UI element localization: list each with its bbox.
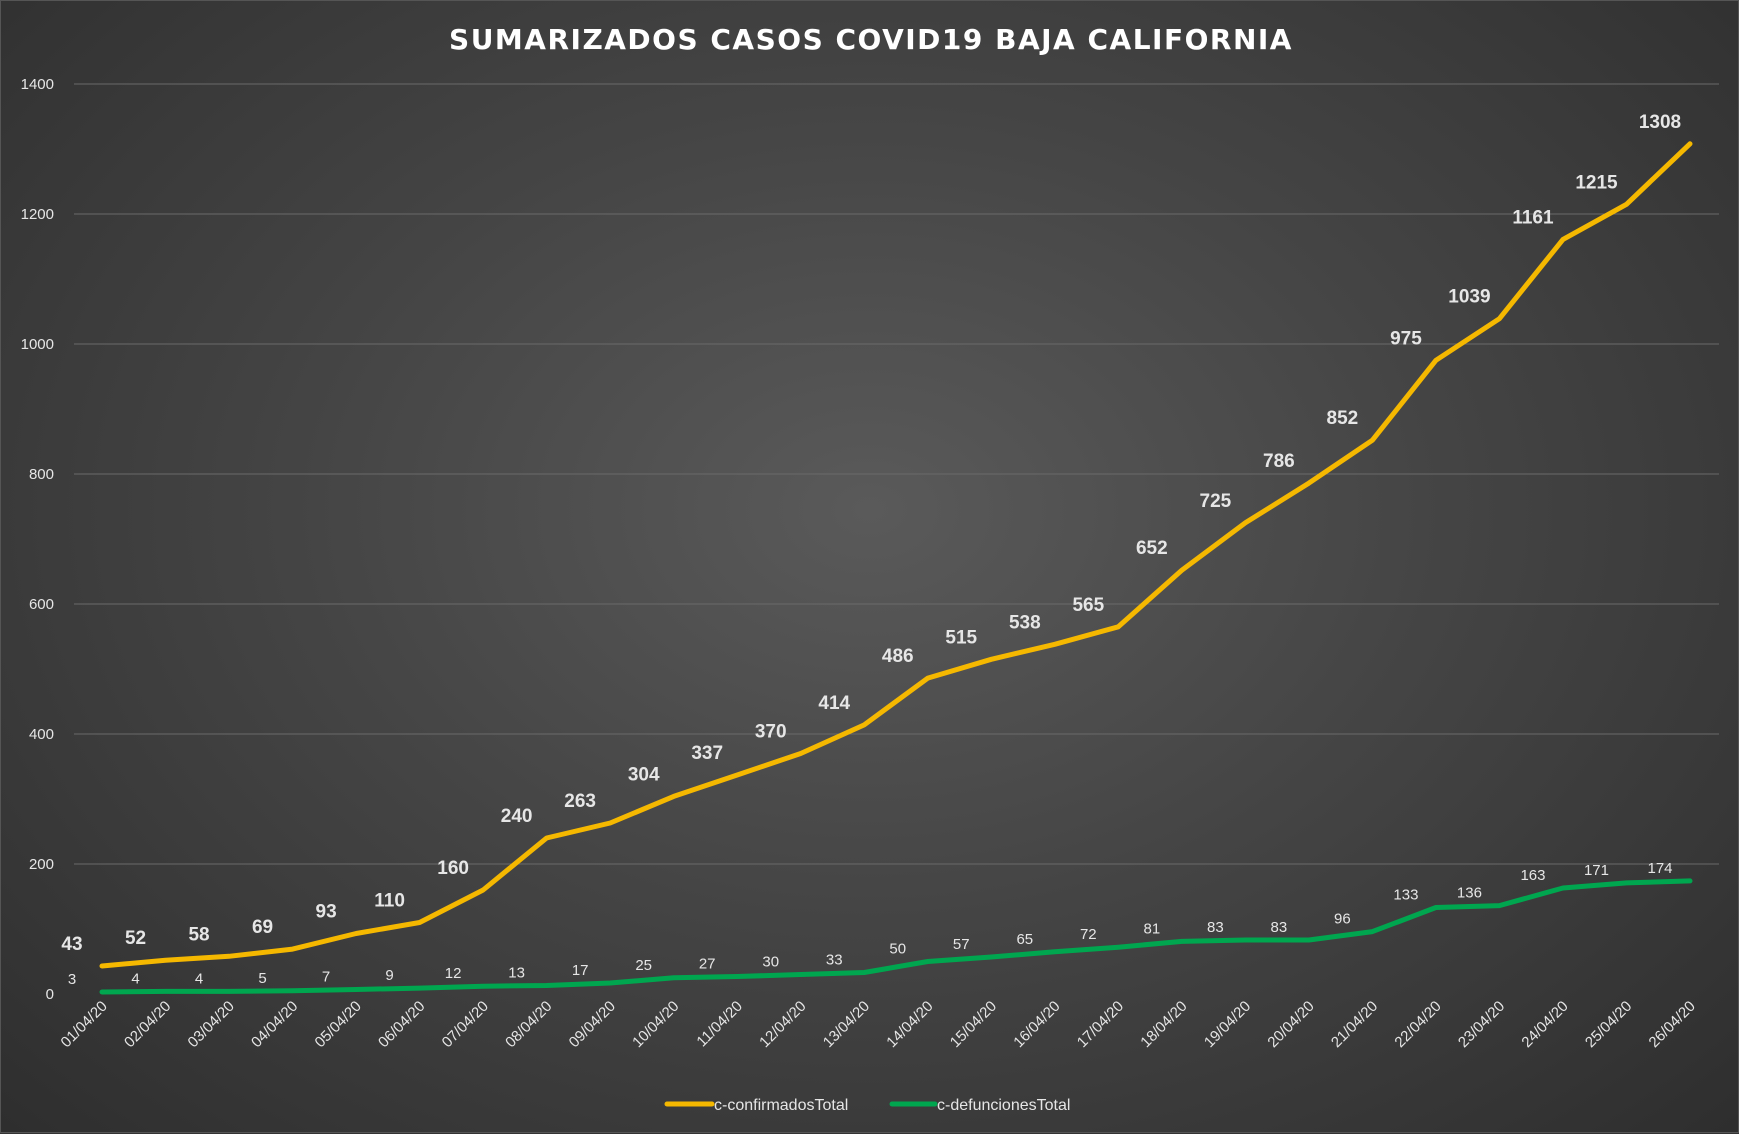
data-label-defunciones: 83 [1207, 919, 1224, 936]
x-tick-label: 08/04/20 [502, 998, 555, 1051]
data-label-confirmados: 240 [501, 806, 533, 827]
x-axis-ticks: 01/04/20 02/04/20 03/04/20 04/04/20 05/04/20… [58, 998, 1699, 1051]
y-tick-label: 1400 [21, 76, 54, 93]
y-tick-label: 1200 [21, 206, 54, 223]
series-line-confirmados [99, 141, 1693, 969]
series-layer [99, 141, 1693, 995]
x-tick-label: 14/04/20 [883, 998, 936, 1051]
x-tick-label: 09/04/20 [566, 998, 619, 1051]
x-tick-label: 02/04/20 [121, 998, 174, 1051]
y-tick-label: 200 [29, 856, 54, 873]
chart-title: SUMARIZADOS CASOS COVID19 BAJA CALIFORNI… [449, 23, 1293, 56]
data-label-defunciones: 27 [699, 955, 716, 972]
data-label-defunciones: 171 [1584, 862, 1609, 879]
y-tick-label: 0 [46, 986, 54, 1003]
data-label-defunciones: 12 [445, 965, 462, 982]
data-label-confirmados: 1215 [1575, 172, 1618, 193]
data-label-confirmados: 725 [1200, 491, 1232, 512]
data-label-confirmados: 110 [374, 891, 405, 912]
data-label-confirmados: 304 [628, 764, 660, 785]
x-tick-label: 23/04/20 [1455, 998, 1508, 1051]
x-tick-label: 13/04/20 [820, 998, 873, 1051]
data-label-defunciones: 3 [68, 971, 76, 988]
legend-label-confirmados: c-confirmadosTotal [714, 1097, 848, 1114]
y-tick-label: 800 [29, 466, 54, 483]
y-tick-label: 400 [29, 726, 54, 743]
data-label-defunciones: 30 [762, 954, 779, 971]
x-tick-label: 06/04/20 [375, 998, 428, 1051]
data-label-defunciones: 133 [1393, 887, 1418, 904]
data-label-confirmados: 414 [818, 693, 850, 714]
data-label-confirmados: 52 [125, 928, 146, 949]
data-label-defunciones: 81 [1143, 920, 1160, 937]
data-label-defunciones: 7 [322, 968, 330, 985]
x-tick-label: 19/04/20 [1201, 998, 1254, 1051]
data-label-defunciones: 57 [953, 936, 970, 953]
data-label-defunciones: 9 [385, 967, 393, 984]
y-tick-label: 600 [29, 596, 54, 613]
x-tick-label: 24/04/20 [1518, 998, 1571, 1051]
data-label-confirmados: 69 [252, 917, 273, 938]
data-label-defunciones: 83 [1271, 919, 1288, 936]
data-label-confirmados: 652 [1136, 538, 1168, 559]
data-labels: 43 52 58 6993110160240263304337370414486515… [61, 112, 1681, 988]
x-tick-label: 11/04/20 [694, 998, 747, 1051]
data-label-confirmados: 786 [1263, 451, 1295, 472]
data-label-defunciones: 17 [572, 962, 589, 979]
data-label-defunciones: 4 [195, 970, 203, 987]
data-label-confirmados: 1308 [1639, 112, 1681, 133]
data-label-confirmados: 538 [1009, 612, 1041, 633]
data-label-defunciones: 174 [1647, 860, 1672, 877]
data-label-confirmados: 337 [691, 743, 723, 764]
x-tick-label: 20/04/20 [1264, 998, 1317, 1051]
x-tick-label: 07/04/20 [439, 998, 492, 1051]
data-label-confirmados: 1161 [1512, 207, 1554, 228]
data-label-defunciones: 65 [1016, 931, 1033, 948]
data-label-defunciones: 72 [1080, 926, 1097, 943]
data-label-defunciones: 50 [889, 941, 906, 958]
legend: c-confirmadosTotal c-defuncionesTotal [664, 1097, 1070, 1114]
data-label-confirmados: 58 [188, 924, 209, 945]
x-tick-label: 22/04/20 [1391, 998, 1444, 1051]
x-tick-label: 16/04/20 [1010, 998, 1063, 1051]
data-label-defunciones: 163 [1520, 867, 1545, 884]
x-tick-label: 26/04/20 [1646, 998, 1699, 1051]
data-label-confirmados: 486 [882, 646, 914, 667]
x-tick-label: 12/04/20 [756, 998, 809, 1051]
data-label-confirmados: 160 [437, 858, 469, 879]
x-tick-label: 03/04/20 [185, 998, 238, 1051]
data-label-confirmados: 43 [61, 934, 82, 955]
x-tick-label: 05/04/20 [312, 998, 365, 1051]
series-line-defunciones [99, 878, 1693, 995]
y-axis-ticks: 0 200 400 600 800 1000 1200 1400 [21, 76, 54, 1003]
data-label-defunciones: 4 [131, 970, 139, 987]
grid-layer [74, 83, 1719, 865]
data-label-confirmados: 565 [1072, 595, 1104, 616]
data-label-defunciones: 96 [1334, 911, 1351, 928]
x-tick-label: 10/04/20 [629, 998, 682, 1051]
data-label-defunciones: 33 [826, 952, 843, 969]
x-tick-label: 21/04/20 [1328, 998, 1381, 1051]
data-label-confirmados: 1039 [1448, 287, 1490, 308]
data-label-confirmados: 370 [755, 722, 787, 743]
data-label-confirmados: 93 [316, 902, 337, 923]
data-label-defunciones: 5 [258, 970, 266, 987]
data-label-confirmados: 852 [1327, 408, 1359, 429]
data-label-confirmados: 975 [1390, 328, 1422, 349]
data-label-confirmados: 263 [564, 791, 596, 812]
data-label-defunciones: 136 [1457, 885, 1482, 902]
x-tick-label: 18/04/20 [1137, 998, 1190, 1051]
data-label-confirmados: 515 [945, 627, 977, 648]
data-label-defunciones: 13 [508, 965, 525, 982]
x-tick-label: 25/04/20 [1582, 998, 1635, 1051]
data-label-defunciones: 25 [635, 957, 652, 974]
x-tick-label: 04/04/20 [248, 998, 301, 1051]
y-tick-label: 1000 [21, 336, 54, 353]
x-tick-label: 01/04/20 [58, 998, 111, 1051]
x-tick-label: 15/04/20 [947, 998, 1000, 1051]
legend-label-defunciones: c-defuncionesTotal [937, 1097, 1070, 1114]
x-tick-label: 17/04/20 [1074, 998, 1127, 1051]
